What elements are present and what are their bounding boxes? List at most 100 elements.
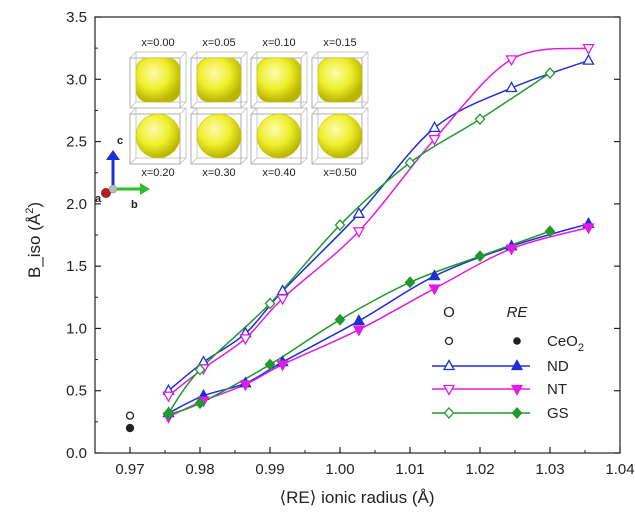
data-point-ceo2-o	[125, 411, 135, 420]
data-point-gs-re	[264, 358, 276, 371]
inset-label-top: x=0.05	[202, 37, 235, 49]
series-line-nd-o	[168, 59, 589, 392]
legend-label-ceo2-sub: 2	[578, 342, 584, 354]
isosurface-cell	[129, 107, 187, 165]
isosurface-cell	[190, 51, 248, 109]
data-point-nt-re	[505, 244, 518, 256]
series-line-nd-re	[168, 223, 589, 414]
data-point-nd-re	[428, 269, 441, 281]
x-tick-label: 1.03	[535, 461, 564, 478]
data-point-nt-o	[276, 294, 289, 306]
x-tick-label: 1.04	[605, 461, 634, 478]
data-point-nt-re	[239, 380, 252, 392]
data-point-gs-o	[194, 363, 206, 376]
legend-label-nt: NT	[547, 381, 567, 398]
x-tick-label: 1.01	[395, 461, 424, 478]
inset-label-bottom: x=0.50	[323, 167, 356, 179]
inset-label-top: x=0.10	[262, 37, 295, 49]
data-point-nt-o	[428, 134, 441, 146]
inset-label-bottom: x=0.40	[262, 167, 295, 179]
y-axis-label-sup: 2	[24, 208, 36, 214]
inset-label-top: x=0.00	[141, 37, 174, 49]
data-point-gs-re	[334, 313, 346, 326]
x-tick-label: 1.00	[325, 461, 354, 478]
axis-a-label: a	[95, 193, 102, 205]
x-tick-label: 0.99	[255, 461, 284, 478]
series-layer	[167, 47, 589, 418]
data-point-nt-re	[352, 325, 366, 337]
data-point-gs-o	[264, 297, 276, 310]
legend-marker-nt-o	[442, 384, 456, 396]
legend-rows: ND NT GS	[432, 358, 569, 422]
x-tick-label: 0.97	[115, 461, 144, 478]
legend-label-nd: ND	[547, 358, 569, 375]
isosurface-cell	[190, 107, 248, 165]
y-tick-label: 0.5	[66, 383, 87, 400]
isosurface-cell	[129, 51, 187, 109]
legend-marker-nd-o	[442, 359, 456, 371]
data-point-gs-re	[163, 408, 174, 421]
data-point-nt-re	[428, 284, 441, 296]
y-tick-label: 1.5	[66, 258, 87, 275]
legend-label-gs: GS	[547, 405, 569, 422]
series-line-nt-o	[168, 47, 589, 397]
data-point-nt-re	[276, 360, 289, 372]
data-point-gs-o	[544, 67, 556, 80]
axis-c-label: c	[117, 135, 123, 147]
data-point-nd-o	[582, 53, 595, 65]
x-tick-label: 0.98	[185, 461, 214, 478]
legend-ceo2-re-marker	[513, 337, 521, 345]
inset-label-bottom: x=0.30	[202, 167, 235, 179]
legend-col-re: RE	[507, 304, 529, 321]
data-point-nd-o	[428, 121, 441, 133]
data-point-gs-re	[474, 250, 486, 263]
y-tick-label: 0.0	[66, 445, 87, 462]
data-point-ceo2-re	[125, 423, 135, 433]
legend: O RE CeO2 ND NT GS	[432, 304, 584, 422]
data-point-gs-o	[334, 219, 346, 232]
data-point-gs-re	[194, 397, 206, 410]
legend-marker-nt-re	[510, 384, 524, 396]
legend-marker-nd-re	[510, 359, 524, 371]
data-point-gs-o	[474, 113, 486, 126]
x-axis: 0.97 0.98 0.99 1.00 1.01 1.02 1.03 1.04	[115, 447, 635, 478]
y-axis-label-close: )	[25, 202, 44, 208]
data-point-nd-re	[352, 314, 366, 326]
inset-isosurface-panel: x=0.00 x=0.05 x=0.10 x=0.15 x=0.20 x=0.30 x=0.…	[129, 37, 369, 179]
inset-label-bottom: x=0.20	[141, 167, 174, 179]
y-tick-label: 3.5	[66, 9, 87, 26]
data-point-gs-re	[404, 276, 416, 289]
y-tick-label: 2.5	[66, 134, 87, 151]
legend-ceo2-o-marker	[444, 336, 454, 346]
axis-b-label: b	[131, 199, 138, 211]
data-point-nt-o	[582, 43, 595, 55]
data-point-nt-o	[162, 391, 175, 403]
data-point-nd-o	[505, 81, 518, 93]
points-layer	[125, 43, 595, 433]
data-point-nt-o	[239, 334, 252, 346]
y-axis: 0.0 0.5 1.0 1.5 2.0 2.5 3.0 3.5	[66, 9, 620, 462]
isosurface-cell	[250, 51, 308, 109]
data-point-nt-re	[582, 223, 595, 235]
x-axis-label: ⟨RE⟩ ionic radius (Å)	[280, 488, 435, 507]
y-axis-label: B_iso (Å2)	[24, 202, 44, 278]
data-point-nt-o	[352, 227, 366, 239]
data-point-nd-o	[352, 206, 366, 218]
legend-label-ceo2: CeO2	[547, 333, 584, 354]
legend-col-o: O	[443, 304, 455, 321]
data-point-gs-o	[404, 156, 416, 169]
x-tick-label: 1.02	[465, 461, 494, 478]
legend-marker-gs-re	[511, 407, 523, 419]
y-tick-label: 2.0	[66, 196, 87, 213]
data-point-nt-o	[505, 55, 518, 67]
isosurface-cell	[250, 107, 308, 165]
crystal-axes-icon: c b a	[95, 135, 150, 211]
inset-label-top: x=0.15	[323, 37, 356, 49]
data-point-gs-re	[544, 225, 556, 238]
isosurface-cell	[311, 51, 369, 109]
y-tick-label: 1.0	[66, 320, 87, 337]
isosurface-cell	[311, 107, 369, 165]
y-tick-label: 3.0	[66, 71, 87, 88]
legend-marker-gs-o	[443, 407, 455, 419]
